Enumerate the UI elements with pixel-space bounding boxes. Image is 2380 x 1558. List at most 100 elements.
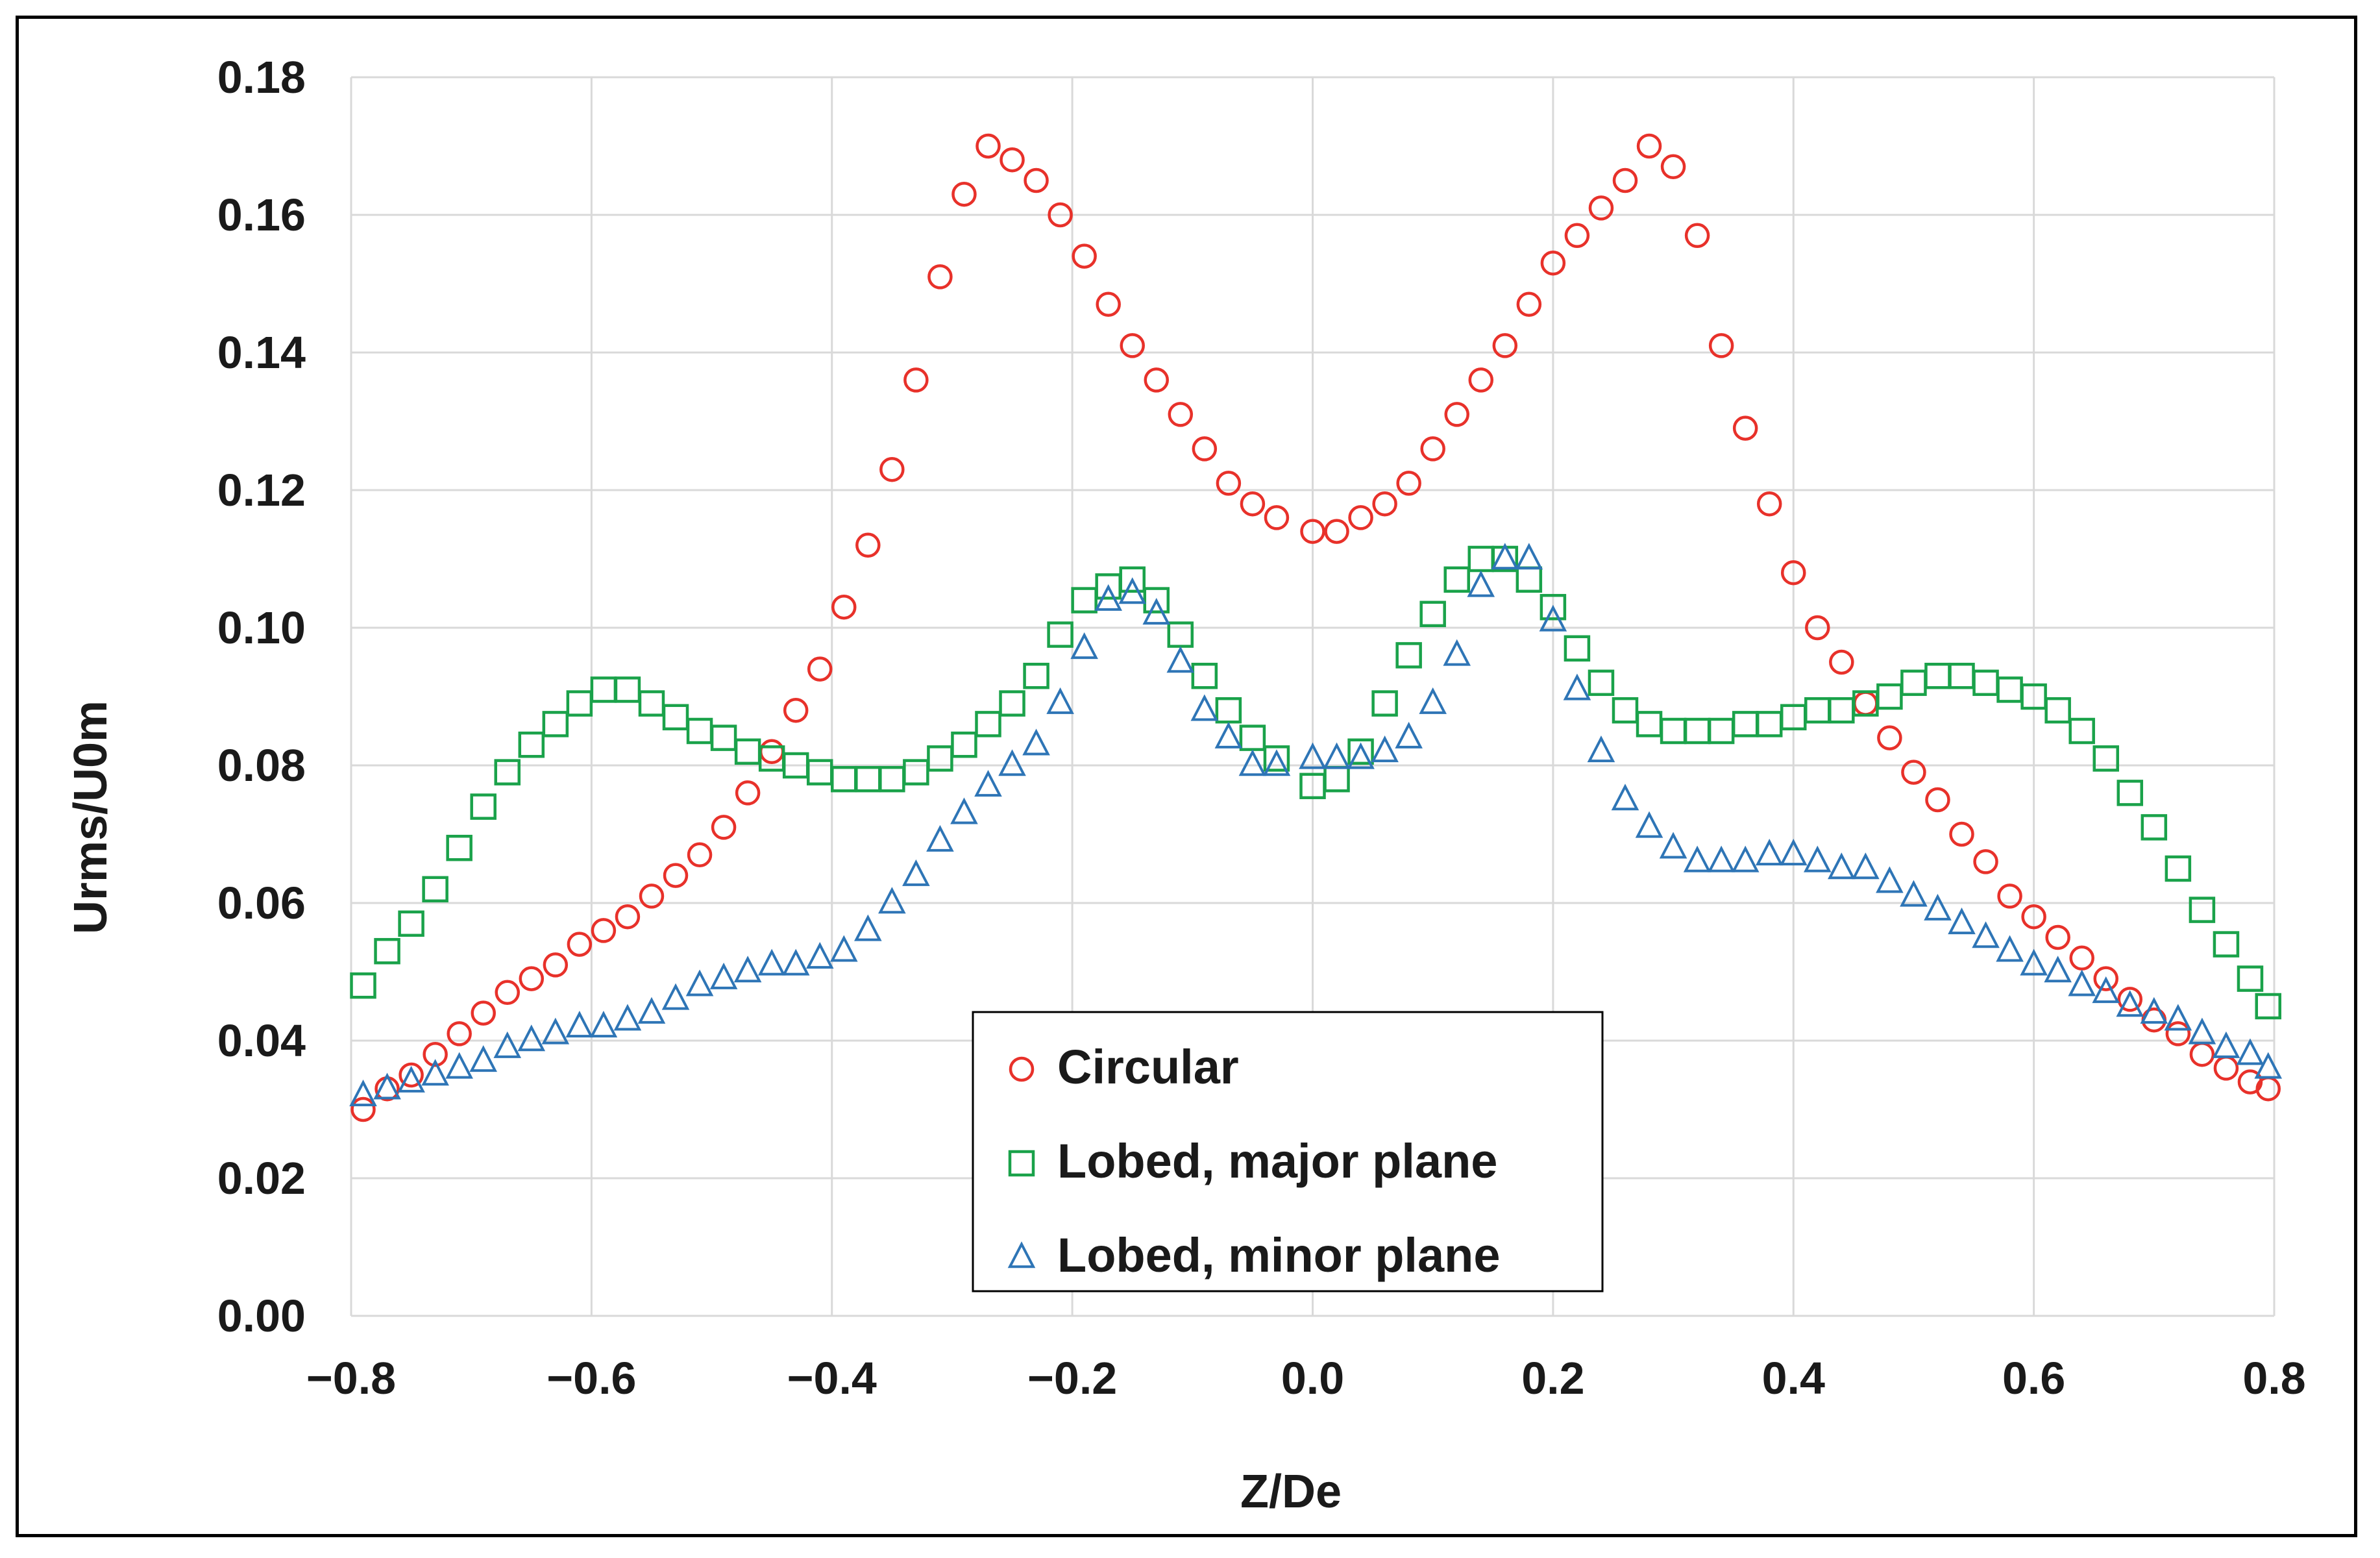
data-point-square (1708, 717, 1735, 745)
data-point-triangle (1491, 543, 1519, 570)
data-point-triangle (1779, 839, 1808, 866)
data-point-circle (975, 133, 1001, 159)
data-point-square (1047, 621, 1073, 648)
data-point-triangle (1238, 749, 1267, 776)
data-point-circle (1264, 505, 1290, 530)
data-point-square (1564, 635, 1591, 662)
data-point-triangle (733, 956, 762, 983)
data-point-triangle (589, 1011, 618, 1038)
data-point-triangle (2092, 976, 2120, 1004)
data-point-triangle (1659, 832, 1687, 859)
data-point-triangle (1924, 893, 1952, 921)
data-point-square (855, 765, 881, 793)
data-point-triangle (2236, 1038, 2264, 1065)
data-point-circle (951, 181, 977, 207)
data-point-triangle (685, 969, 714, 996)
data-point-circle (1372, 491, 1397, 517)
data-point-square (1119, 566, 1146, 593)
data-point-triangle (1347, 742, 1375, 769)
data-point-square (542, 711, 569, 737)
data-point-square (1143, 587, 1170, 613)
data-point-square (566, 690, 593, 717)
data-point-circle (1901, 760, 1926, 785)
data-point-square (1684, 717, 1711, 745)
data-point-square (1996, 676, 2023, 703)
data-point-circle (1564, 223, 1590, 249)
data-point-triangle (1190, 694, 1219, 721)
data-point-square (1263, 745, 1290, 772)
data-point-circle (855, 532, 881, 558)
data-point-triangle (1587, 736, 1615, 763)
data-point-triangle (998, 749, 1026, 776)
x-axis-title: Z/De (1240, 1466, 1342, 1518)
data-point-square (1972, 669, 1999, 697)
data-point-square (2020, 683, 2047, 710)
y-tick-label: 0.00 (217, 1291, 306, 1341)
data-point-triangle (1755, 839, 1784, 866)
data-point-circle (1877, 725, 1902, 750)
data-point-square (1191, 662, 1218, 689)
data-point-triangle (1539, 604, 1567, 632)
data-point-triangle (1731, 845, 1760, 872)
data-point-square (518, 731, 545, 758)
data-point-triangle (1022, 728, 1050, 756)
x-tick-label: −0.8 (306, 1353, 396, 1403)
data-point-square (590, 676, 617, 703)
data-point-circle (2165, 1021, 2191, 1046)
data-point-triangle (445, 1052, 473, 1079)
data-point-square (1588, 669, 1615, 697)
data-point-triangle (878, 887, 906, 914)
data-point-triangle (1262, 749, 1291, 776)
data-point-circle (471, 1000, 496, 1026)
data-point-triangle (517, 1024, 546, 1052)
data-point-circle (1216, 471, 1242, 496)
x-tick-label: 0.4 (1762, 1353, 1825, 1403)
data-point-square (831, 765, 857, 793)
x-tick-label: 0.8 (2242, 1353, 2305, 1403)
data-point-triangle (1323, 742, 1351, 769)
data-point-square (1540, 593, 1567, 621)
data-point-circle (2045, 924, 2070, 950)
y-tick-label: 0.06 (217, 878, 306, 928)
data-point-circle (1588, 195, 1614, 221)
data-point-square (1636, 711, 1663, 737)
data-point-square (494, 759, 521, 785)
data-point-triangle (1828, 852, 1856, 880)
data-point-circle (1324, 519, 1349, 544)
data-point-triangle (1395, 721, 1423, 748)
data-point-circle (831, 594, 857, 620)
data-point-circle (1240, 491, 1266, 517)
data-point-triangle (421, 1059, 449, 1086)
data-point-circle (2093, 966, 2118, 991)
data-point-circle (1708, 333, 1734, 358)
x-tick-label: 0.2 (1521, 1353, 1584, 1403)
data-point-circle (1396, 471, 1421, 496)
y-tick-label: 0.18 (217, 52, 306, 103)
data-point-circle (711, 815, 737, 840)
data-point-triangle (1515, 543, 1543, 570)
data-point-circle (1925, 787, 1950, 813)
data-point-triangle (1118, 577, 1147, 604)
data-point-triangle (2254, 1052, 2283, 1079)
data-point-circle (1973, 849, 1998, 874)
data-point-circle (1684, 223, 1710, 249)
y-tick-label: 0.08 (217, 740, 306, 791)
data-point-square (2116, 780, 2144, 806)
data-point-square (1756, 711, 1783, 737)
data-point-circle (879, 456, 905, 482)
data-point-triangle (1419, 687, 1447, 714)
data-point-square (686, 717, 713, 745)
data-point-circle (615, 904, 641, 930)
data-point-square (1660, 717, 1687, 745)
data-point-square (1515, 566, 1543, 593)
data-point-circle (1781, 560, 1806, 586)
data-point-triangle (2188, 1017, 2216, 1045)
data-point-square (734, 738, 761, 765)
data-point-triangle (1876, 866, 1904, 893)
data-point-triangle (854, 914, 882, 941)
data-point-circle (591, 918, 617, 943)
data-point-square (422, 876, 448, 903)
data-point-circle (1168, 402, 1194, 427)
data-point-circle (735, 780, 761, 806)
data-point-triangle (2068, 969, 2096, 996)
